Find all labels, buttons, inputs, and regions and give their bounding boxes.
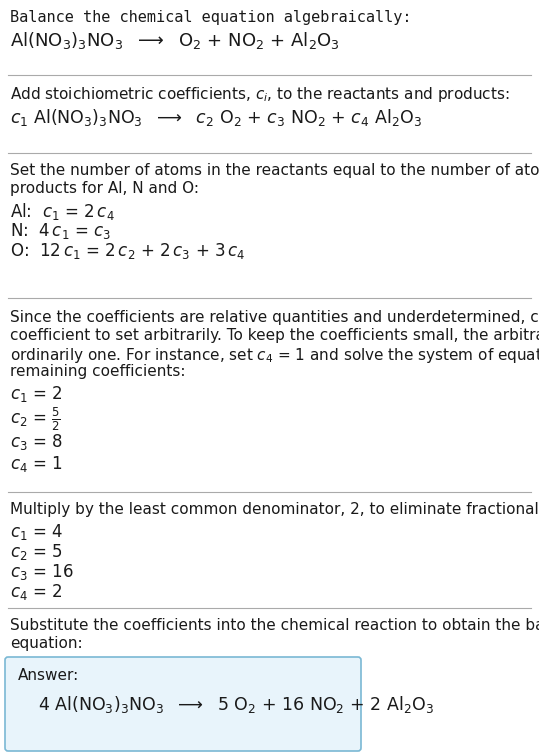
Text: Substitute the coefficients into the chemical reaction to obtain the balanced: Substitute the coefficients into the che… <box>10 618 539 633</box>
Text: ordinarily one. For instance, set $c_4$ = 1 and solve the system of equations fo: ordinarily one. For instance, set $c_4$ … <box>10 346 539 365</box>
Text: coefficient to set arbitrarily. To keep the coefficients small, the arbitrary va: coefficient to set arbitrarily. To keep … <box>10 328 539 343</box>
Text: Al(NO$_3$)$_3$NO$_3$  $\longrightarrow$  O$_2$ + NO$_2$ + Al$_2$O$_3$: Al(NO$_3$)$_3$NO$_3$ $\longrightarrow$ O… <box>10 30 340 51</box>
Text: $c_2$ = 5: $c_2$ = 5 <box>10 542 63 562</box>
Text: O:  $12\,c_1$ = $2\,c_2$ + $2\,c_3$ + $3\,c_4$: O: $12\,c_1$ = $2\,c_2$ + $2\,c_3$ + $3\… <box>10 241 245 261</box>
Text: $c_1$ Al(NO$_3$)$_3$NO$_3$  $\longrightarrow$  $c_2$ O$_2$ + $c_3$ NO$_2$ + $c_4: $c_1$ Al(NO$_3$)$_3$NO$_3$ $\longrightar… <box>10 107 422 128</box>
Text: $c_3$ = 8: $c_3$ = 8 <box>10 432 63 452</box>
Text: Since the coefficients are relative quantities and underdetermined, choose a: Since the coefficients are relative quan… <box>10 310 539 325</box>
Text: $c_2$ = $\frac{5}{2}$: $c_2$ = $\frac{5}{2}$ <box>10 406 61 433</box>
Text: Multiply by the least common denominator, 2, to eliminate fractional coefficient: Multiply by the least common denominator… <box>10 502 539 517</box>
Text: Balance the chemical equation algebraically:: Balance the chemical equation algebraica… <box>10 10 411 25</box>
Text: 4 Al(NO$_3$)$_3$NO$_3$  $\longrightarrow$  5 O$_2$ + 16 NO$_2$ + 2 Al$_2$O$_3$: 4 Al(NO$_3$)$_3$NO$_3$ $\longrightarrow$… <box>38 694 434 715</box>
Text: Add stoichiometric coefficients, $c_i$, to the reactants and products:: Add stoichiometric coefficients, $c_i$, … <box>10 85 509 104</box>
Text: $c_1$ = 2: $c_1$ = 2 <box>10 384 63 404</box>
Text: N:  $4\,c_1$ = $c_3$: N: $4\,c_1$ = $c_3$ <box>10 221 111 241</box>
Text: remaining coefficients:: remaining coefficients: <box>10 364 185 379</box>
Text: Al:  $c_1$ = $2\,c_4$: Al: $c_1$ = $2\,c_4$ <box>10 201 115 222</box>
Text: equation:: equation: <box>10 636 82 651</box>
Text: $c_3$ = 16: $c_3$ = 16 <box>10 562 74 582</box>
Text: Answer:: Answer: <box>18 668 79 683</box>
Text: $c_4$ = 1: $c_4$ = 1 <box>10 454 63 474</box>
Text: Set the number of atoms in the reactants equal to the number of atoms in the: Set the number of atoms in the reactants… <box>10 163 539 178</box>
Text: $c_4$ = 2: $c_4$ = 2 <box>10 582 63 602</box>
Text: products for Al, N and O:: products for Al, N and O: <box>10 181 199 196</box>
FancyBboxPatch shape <box>5 657 361 751</box>
Text: $c_1$ = 4: $c_1$ = 4 <box>10 522 63 542</box>
